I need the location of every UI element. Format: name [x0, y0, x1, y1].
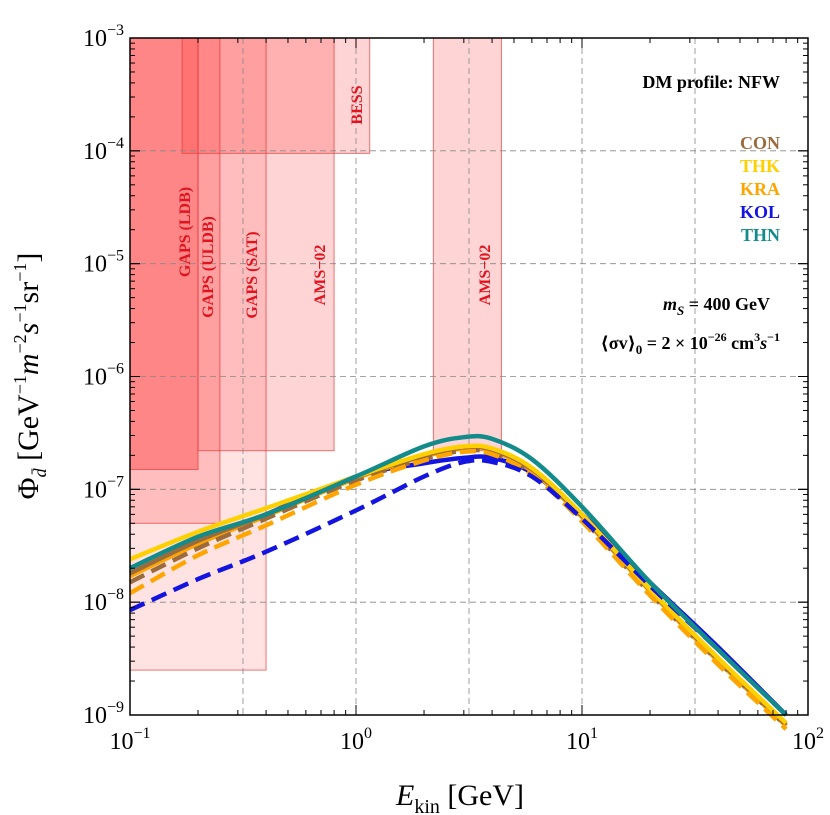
- y-tick-label-3: 10−6: [83, 361, 124, 391]
- x-tick-label-base-2: 10: [566, 729, 590, 755]
- y-axis-label-exp-gev: −1: [10, 375, 30, 394]
- cross-section-annotation: ⟨σv⟩0 = 2 × 10−26 cm3s−1: [601, 330, 780, 357]
- x-tick-label-3: 102: [792, 725, 824, 755]
- x-tick-label-exp-2: 1: [590, 725, 598, 742]
- exclusion-region-label-4: BESS: [349, 85, 366, 124]
- y-tick-label-base-1: 10: [83, 590, 107, 616]
- x-axis-label: Ekin [GeV]: [395, 779, 524, 815]
- exclusion-region-label-0: GAPS (LDB): [177, 187, 194, 277]
- y-axis-label-phi: Φ: [12, 477, 45, 499]
- x-axis-label-sub: kin: [414, 796, 440, 815]
- exclusion-region-label-2: GAPS (SAT): [244, 231, 261, 318]
- exclusion-region-4: [182, 38, 370, 153]
- cross-section-s: s: [759, 333, 767, 353]
- cross-section-unit: cm: [727, 333, 754, 353]
- series-line-kol-solid-0: [266, 457, 786, 715]
- mass-annotation-lhs: m: [663, 294, 677, 314]
- y-tick-label-exp-5: −4: [107, 135, 124, 152]
- cross-section-mid: = 2 × 10: [642, 333, 708, 353]
- x-axis-label-main: E: [395, 779, 414, 812]
- y-tick-label-exp-0: −9: [107, 699, 124, 716]
- legend: CON THK KRA KOL THN: [740, 133, 780, 245]
- y-tick-label-exp-6: −3: [107, 22, 124, 39]
- legend-entry-thk: THK: [740, 156, 780, 176]
- legend-entry-thn: THN: [741, 225, 780, 245]
- x-tick-label-1: 100: [340, 725, 372, 755]
- mass-annotation: mS = 400 GeV: [663, 294, 770, 318]
- y-tick-label-0: 10−9: [83, 699, 124, 729]
- y-tick-label-exp-3: −6: [107, 361, 124, 378]
- x-tick-label-exp-3: 2: [816, 725, 824, 742]
- x-tick-label-0: 10−1: [109, 725, 150, 755]
- y-axis-label-s: s: [12, 323, 45, 335]
- x-tick-label-base-1: 10: [340, 729, 364, 755]
- x-tick-label-exp-0: −1: [133, 725, 150, 742]
- exclusion-region-label-3: AMS−02: [312, 245, 329, 306]
- x-tick-label-2: 101: [566, 725, 598, 755]
- legend-entry-con: CON: [740, 133, 780, 153]
- y-tick-label-base-4: 10: [83, 252, 107, 278]
- y-tick-label-exp-4: −5: [107, 248, 124, 265]
- cross-section-exp1: −26: [708, 330, 727, 344]
- mass-annotation-sub: S: [677, 303, 684, 318]
- y-axis-label: Φd̄ [GeV−1m−2s−1sr−1]: [10, 253, 50, 500]
- y-tick-label-1: 10−8: [83, 586, 124, 616]
- y-axis-label-sr: sr: [12, 282, 45, 304]
- y-tick-label-exp-2: −7: [107, 473, 124, 490]
- y-tick-label-4: 10−5: [83, 248, 124, 278]
- y-tick-label-6: 10−3: [83, 22, 124, 52]
- y-tick-label-base-0: 10: [83, 703, 107, 729]
- exclusion-regions: [130, 38, 501, 670]
- y-tick-label-base-3: 10: [83, 365, 107, 391]
- x-tick-label-base-3: 10: [792, 729, 816, 755]
- exclusion-region-label-5: AMS−02: [477, 245, 494, 306]
- chart-canvas: GAPS (LDB) GAPS (ULDB) GAPS (SAT) AMS−02 BES…: [0, 0, 830, 815]
- cross-section-exp3: −1: [767, 330, 780, 344]
- y-tick-label-exp-1: −8: [107, 586, 124, 603]
- profile-annotation: DM profile: NFW: [642, 72, 780, 92]
- y-axis-label-exp-s: −1: [10, 303, 30, 322]
- y-axis-label-exp-sr: −1: [10, 263, 30, 282]
- y-tick-label-base-5: 10: [83, 139, 107, 165]
- y-axis-label-close: ]: [12, 253, 45, 263]
- y-axis-label-gev: [GeV: [12, 394, 45, 468]
- y-axis-label-m: m: [12, 353, 45, 375]
- legend-entry-kra: KRA: [740, 179, 780, 199]
- y-tick-label-base-2: 10: [83, 477, 107, 503]
- y-tick-label-2: 10−7: [83, 473, 124, 503]
- cross-section-lhs: ⟨σv⟩: [601, 333, 636, 353]
- y-axis-label-exp-m: −2: [10, 334, 30, 353]
- x-axis-label-unit: [GeV]: [440, 779, 524, 812]
- legend-entry-kol: KOL: [740, 202, 780, 222]
- y-tick-label-5: 10−4: [83, 135, 124, 165]
- x-tick-label-exp-1: 0: [364, 725, 372, 742]
- y-tick-label-base-6: 10: [83, 26, 107, 52]
- exclusion-region-5: [433, 38, 501, 451]
- mass-annotation-rhs: = 400 GeV: [684, 294, 770, 314]
- x-tick-label-base-0: 10: [109, 729, 133, 755]
- exclusion-region-label-1: GAPS (ULDB): [200, 216, 217, 318]
